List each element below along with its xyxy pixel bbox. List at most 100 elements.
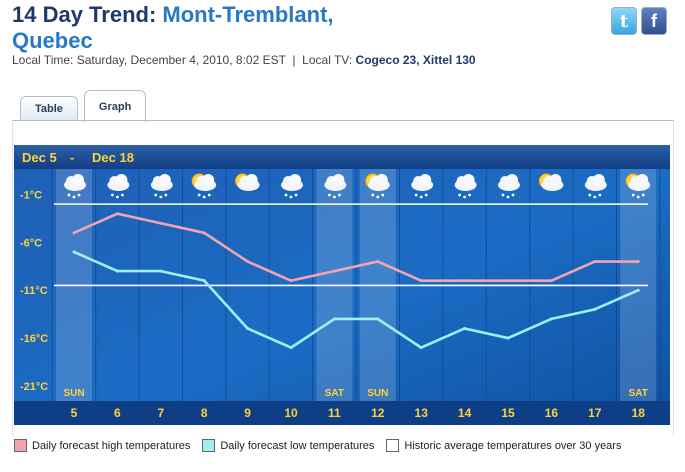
data-point <box>549 317 553 321</box>
info-separator: | <box>292 53 296 67</box>
snow-icon <box>107 174 130 199</box>
cloud-puff-icon <box>115 174 128 186</box>
cloud-puff-icon <box>289 174 301 186</box>
snowflake-icon <box>419 195 423 199</box>
x-tick-label: 9 <box>244 406 251 420</box>
snowflake-icon <box>381 193 385 197</box>
data-point <box>376 317 380 321</box>
snowflake-icon <box>424 193 428 197</box>
snowflake-icon <box>72 195 76 199</box>
snowflake-icon <box>67 193 71 197</box>
snowflake-icon <box>593 195 597 199</box>
data-point <box>246 326 250 330</box>
legend-swatch-historic <box>386 439 400 452</box>
weekday-label: SAT <box>325 388 344 399</box>
data-point <box>506 279 510 283</box>
low-temperature-line <box>73 250 639 349</box>
x-axis-bar <box>14 401 670 425</box>
cloud-puff-icon <box>72 174 84 186</box>
local-tv-value[interactable]: Cogeco 23, Xittel 130 <box>355 53 476 67</box>
tab-table[interactable]: Table <box>20 96 78 121</box>
x-tick-label: 15 <box>501 406 515 420</box>
data-point <box>72 250 76 254</box>
snowflake-icon <box>414 193 418 197</box>
snowflake-icon <box>468 193 471 197</box>
cloud-puff-icon <box>332 174 345 186</box>
cloud-puff-icon <box>375 174 388 186</box>
data-point <box>115 212 119 216</box>
y-tick-label: -21°C <box>20 381 48 393</box>
x-tick-label: 5 <box>71 406 78 420</box>
snow-icon <box>498 174 520 199</box>
view-tabs: Table Graph <box>20 90 147 122</box>
snowflake-icon <box>284 193 288 197</box>
x-tick-label: 16 <box>545 406 559 420</box>
data-point <box>636 288 640 292</box>
snow-icon <box>64 174 86 199</box>
y-tick-label: -11°C <box>20 285 48 297</box>
legend-label-low: Daily forecast low temperatures <box>220 439 375 452</box>
data-point <box>376 260 380 264</box>
legend-label-historic: Historic average temperatures over 30 ye… <box>404 439 622 452</box>
tab-graph[interactable]: Graph <box>83 90 147 122</box>
data-point <box>332 269 336 273</box>
date-range-start: Dec 5 <box>22 150 57 165</box>
legend-swatch-high <box>14 439 27 452</box>
snowflake-icon <box>164 193 168 197</box>
cloud-puff-icon <box>506 174 518 186</box>
weekday-label: SAT <box>629 388 648 399</box>
snowflake-icon <box>598 193 602 197</box>
data-point <box>115 269 119 273</box>
data-point <box>549 279 553 283</box>
snowflake-icon <box>506 195 510 199</box>
x-tick-label: 12 <box>371 406 385 420</box>
snowflake-icon <box>197 193 201 197</box>
trend-chart: Dec 5 - Dec 18 -1°C -6°C -11°C -16°C -21°C S… <box>14 145 670 425</box>
snowflake-icon <box>207 193 211 197</box>
snowflake-icon <box>289 195 293 199</box>
legend-label-high: Daily forecast high temperatures <box>32 439 191 452</box>
cloud-puff-icon <box>419 174 432 186</box>
data-point <box>463 279 467 283</box>
facebook-icon[interactable]: f <box>641 7 667 35</box>
data-point <box>636 260 640 264</box>
date-range-separator: - <box>70 150 74 165</box>
legend-item-low: Daily forecast low temperatures <box>202 439 374 452</box>
snow-icon <box>150 174 173 199</box>
data-point <box>593 260 597 264</box>
y-tick-label: -1°C <box>20 190 42 202</box>
x-tick-label: 13 <box>415 406 429 420</box>
snowflake-icon <box>501 193 505 197</box>
snowflake-icon <box>328 193 331 197</box>
cloud-puff-icon <box>549 174 562 186</box>
cloud-puff-icon <box>202 174 215 186</box>
x-axis-ticks: 5 6 7 8 9 10 11 12 13 14 15 16 17 18 <box>71 406 646 420</box>
cloud-puff-icon <box>592 174 605 186</box>
y-tick-label: -6°C <box>20 237 42 249</box>
historic-average-lines <box>54 203 648 287</box>
legend-swatch-low <box>202 439 216 452</box>
local-tv-label: Local TV: <box>302 53 353 67</box>
snowflake-icon <box>631 193 635 197</box>
snowflake-icon <box>111 193 114 197</box>
x-tick-label: 17 <box>588 406 602 420</box>
data-point <box>72 231 76 235</box>
data-point <box>202 231 206 235</box>
local-info: Local Time: Saturday, December 4, 2010, … <box>12 53 476 67</box>
local-time: Local Time: Saturday, December 4, 2010, … <box>12 53 286 67</box>
cloud-puff-icon <box>158 174 171 186</box>
sun-cloud-icon <box>538 173 564 191</box>
weekday-labels: SUN SAT SUN SAT <box>63 388 647 399</box>
graph-panel <box>12 120 674 436</box>
snowflake-icon <box>458 193 461 197</box>
twitter-icon[interactable]: t <box>611 7 637 35</box>
snowflake-icon <box>294 193 298 197</box>
snowflake-icon <box>202 195 206 199</box>
x-tick-label: 18 <box>632 406 646 420</box>
data-point <box>289 279 293 283</box>
x-tick-label: 11 <box>328 406 341 420</box>
chart-legend: Daily forecast high temperatures Daily f… <box>14 439 633 452</box>
snowflake-icon <box>154 193 158 197</box>
snowflake-icon <box>333 195 336 199</box>
x-tick-label: 7 <box>157 406 164 420</box>
